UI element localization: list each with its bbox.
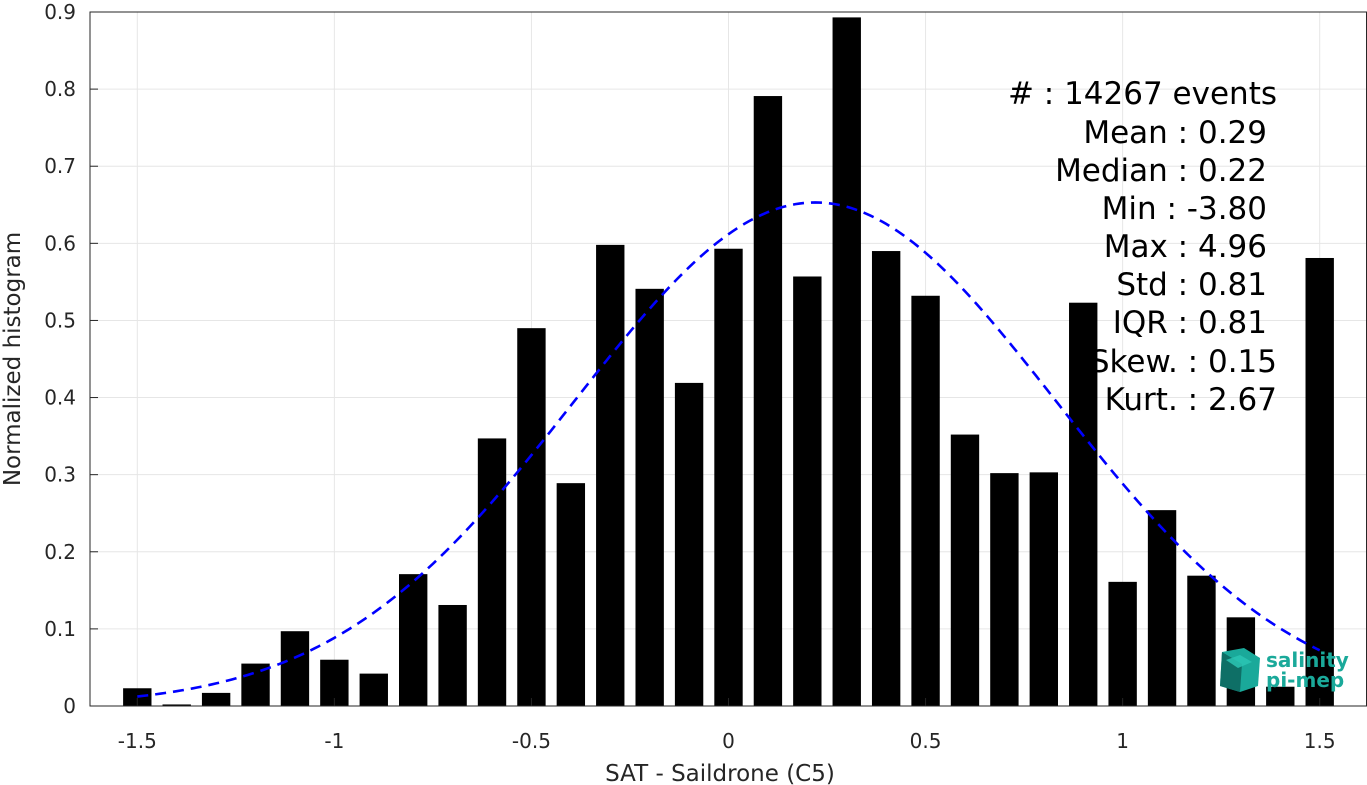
histogram-bar-8 (438, 604, 467, 706)
stat-kurt: Kurt. : 2.67 (1105, 382, 1277, 418)
y-tick-label-3: 0.3 (44, 463, 76, 487)
histogram-bar-29 (1266, 686, 1295, 706)
y-tick-label-0: 0 (63, 694, 76, 718)
x-axis-label: SAT - Saildrone (C5) (605, 761, 835, 785)
x-tick-label-4: 0.5 (910, 729, 942, 753)
histogram-bar-16 (753, 96, 783, 707)
x-tick-label-1: -1 (324, 729, 344, 753)
histogram-bar-22 (990, 473, 1019, 706)
histogram-bar-14 (674, 382, 704, 706)
histogram-bar-12 (596, 244, 625, 706)
logo-line-2: pi-mep (1266, 668, 1344, 692)
histogram-bar-20 (911, 295, 940, 706)
histogram-bar-13 (635, 288, 664, 706)
histogram-bar-0 (123, 688, 152, 706)
histogram-bar-7 (399, 574, 428, 706)
logo-line-1: salinity (1266, 648, 1349, 672)
y-tick-label-6: 0.6 (44, 231, 76, 255)
stat-median: Median : 0.22 (1055, 153, 1267, 189)
histogram-bar-18 (832, 17, 861, 707)
histogram-bar-30 (1305, 257, 1334, 706)
histogram-bar-4 (280, 631, 310, 706)
x-tick-label-6: 1.5 (1304, 729, 1336, 753)
stat-max: Max : 4.96 (1104, 229, 1267, 265)
y-tick-label-7: 0.7 (44, 154, 76, 178)
histogram-bar-21 (950, 434, 980, 706)
y-axis-label: Normalized histogram (0, 232, 26, 486)
y-tick-label-8: 0.8 (44, 77, 76, 101)
stat-mean: Mean : 0.29 (1083, 115, 1267, 151)
histogram-bar-27 (1187, 575, 1216, 706)
histogram-bar-15 (714, 248, 743, 706)
stat-skew: Skew. : 0.15 (1090, 344, 1277, 380)
histogram-bar-1 (162, 704, 191, 706)
histogram-bar-26 (1147, 510, 1177, 706)
salinity-pimep-logo: salinity pi-mep (1220, 648, 1349, 692)
y-tick-label-1: 0.1 (44, 617, 76, 641)
histogram-bar-25 (1108, 581, 1137, 706)
histogram-bar-24 (1069, 302, 1098, 706)
gaussian-fit-curve (137, 201, 1321, 698)
histogram-bar-6 (359, 673, 388, 706)
histogram-bar-11 (556, 483, 586, 706)
histogram-bars (123, 17, 1334, 707)
histogram-bar-9 (477, 438, 507, 706)
stats-box: # : 14267 events Mean : 0.29 Median : 0.… (1008, 76, 1277, 418)
stat-events: # : 14267 events (1008, 76, 1277, 112)
y-tick-label-9: 0.9 (44, 0, 76, 24)
y-tick-labels: 0 0.1 0.2 0.3 0.4 0.5 0.6 0.7 0.8 0.9 (44, 0, 76, 718)
histogram-bar-23 (1029, 472, 1058, 706)
x-tick-label-3: 0 (722, 729, 735, 753)
x-tick-label-0: -1.5 (118, 729, 157, 753)
y-tick-label-5: 0.5 (44, 308, 76, 332)
histogram-bar-2 (201, 692, 231, 706)
y-tick-label-2: 0.2 (44, 540, 76, 564)
x-tick-label-5: 1 (1116, 729, 1129, 753)
stat-min: Min : -3.80 (1102, 191, 1267, 227)
histogram-bar-19 (871, 251, 901, 707)
x-tick-labels: -1.5 -1 -0.5 0 0.5 1 1.5 (118, 729, 1336, 753)
x-tick-label-2: -0.5 (512, 729, 551, 753)
y-tick-label-4: 0.4 (44, 386, 76, 410)
histogram-bar-17 (793, 276, 822, 706)
stat-std: Std : 0.81 (1116, 267, 1267, 303)
histogram-bar-10 (517, 328, 546, 706)
stat-iqr: IQR : 0.81 (1113, 305, 1267, 341)
